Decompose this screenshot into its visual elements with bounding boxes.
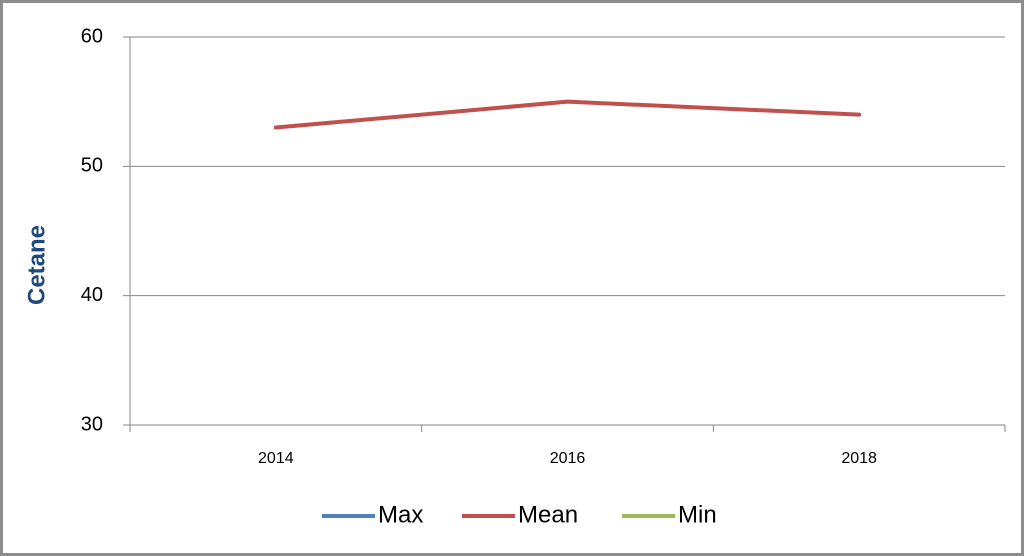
x-tick-label: 2014: [258, 450, 294, 467]
y-tick-label: 30: [81, 413, 103, 435]
y-tick-label: 50: [81, 155, 103, 177]
y-tick-label: 60: [81, 25, 103, 47]
x-tick-label: 2016: [550, 450, 586, 467]
legend-label: Mean: [518, 501, 578, 528]
data-line: [273, 99, 862, 130]
x-tick-label: 2018: [841, 450, 877, 467]
y-axis-label: Cetane: [23, 225, 50, 305]
legend-label: Max: [378, 501, 423, 528]
legend-label: Min: [678, 501, 717, 528]
y-tick-label: 40: [81, 284, 103, 306]
